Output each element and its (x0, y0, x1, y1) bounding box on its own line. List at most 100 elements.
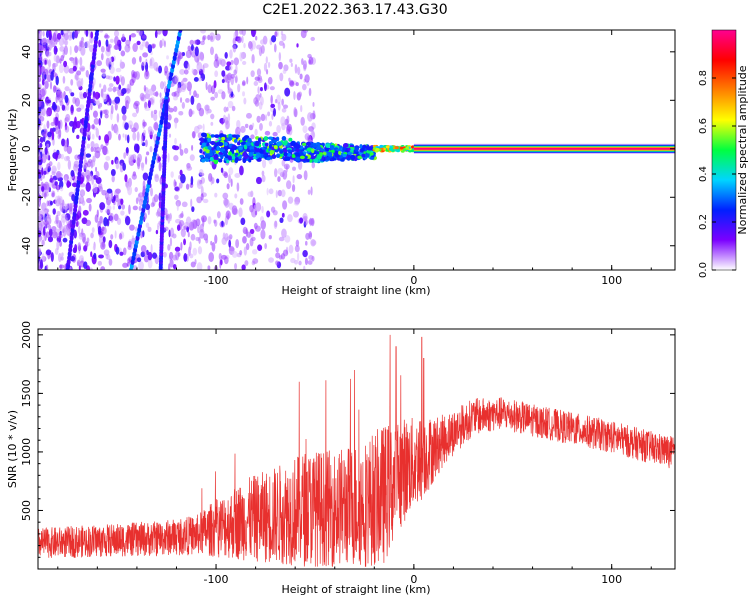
heatmap-cell (242, 136, 247, 142)
heatmap-cell (69, 45, 72, 56)
heatmap-cell (92, 77, 96, 86)
heatmap-cell (105, 155, 111, 161)
heatmap-cell (70, 170, 75, 177)
heatmap-cell (46, 99, 52, 104)
heatmap-cell (223, 141, 229, 147)
spectrogram-panel: -100 0 100 -40 -20 0 20 40 Height of straight … (6, 29, 676, 297)
heatmap-cell (85, 182, 91, 192)
heatmap-cell (105, 208, 111, 214)
heatmap-cell (105, 75, 111, 80)
heatmap-cell (185, 183, 190, 190)
heatmap-cell (180, 173, 186, 184)
heatmap-cell (91, 124, 95, 130)
heatmap-cell (110, 168, 116, 177)
heatmap-cell (64, 86, 70, 92)
heatmap-cell (216, 145, 220, 151)
heatmap-cell (306, 147, 313, 152)
colorbar: 0.0 0.2 0.4 0.6 0.8 Normalized spectral ampl… (698, 29, 749, 278)
heatmap-cell (128, 204, 131, 215)
heatmap-cell (264, 130, 271, 136)
heatmap-cell (128, 34, 132, 42)
heatmap-cell (150, 202, 155, 208)
heatmap-cell (350, 154, 356, 160)
heatmap-cell (126, 102, 129, 110)
heatmap-cell (234, 172, 241, 178)
heatmap-cell (72, 65, 77, 72)
heatmap-cell (44, 147, 48, 155)
heatmap-cell (90, 103, 93, 111)
heatmap-cell (81, 164, 88, 169)
heatmap-cell (228, 65, 233, 71)
heatmap-cell (399, 146, 404, 150)
heatmap-cell (101, 71, 107, 77)
heatmap-cell (75, 72, 79, 81)
heatmap-cell (49, 200, 53, 206)
heatmap-cell (192, 247, 198, 256)
spectrogram-x-axis: -100 0 100 (57, 30, 652, 287)
heatmap-cell (159, 162, 162, 169)
heatmap-cell (282, 141, 288, 146)
heatmap-cell (246, 243, 250, 251)
heatmap-cell (58, 264, 65, 269)
heatmap-cell (73, 229, 77, 239)
heatmap-cell (90, 146, 94, 152)
heatmap-cell (104, 113, 109, 119)
heatmap-cell (297, 66, 301, 76)
heatmap-cell (74, 56, 78, 66)
heatmap-cell (39, 115, 45, 122)
heatmap-cell (121, 204, 125, 210)
heatmap-cell (268, 120, 273, 127)
heatmap-cell (109, 65, 115, 74)
heatmap-cell (194, 53, 200, 63)
heatmap-cell (136, 131, 140, 142)
heatmap-cell (189, 253, 194, 259)
x-tick-label: -100 (204, 573, 229, 586)
heatmap-cell (99, 202, 106, 211)
heatmap-cell (41, 153, 47, 164)
heatmap-cell (94, 91, 100, 100)
heatmap-cell (314, 151, 320, 155)
heatmap-cell (50, 121, 56, 127)
heatmap-cell (59, 202, 64, 213)
heatmap-cell (102, 84, 107, 93)
heatmap-cell (283, 163, 290, 170)
heatmap-cell (69, 202, 75, 208)
heatmap-cell (92, 146, 97, 153)
heatmap-cell (263, 136, 268, 141)
heatmap-cell (181, 101, 185, 109)
heatmap-cell (173, 76, 178, 85)
heatmap-cell (231, 251, 238, 258)
heatmap-cell (63, 144, 68, 152)
heatmap-cell (124, 134, 128, 141)
heatmap-cell (68, 88, 72, 94)
heatmap-cell (62, 75, 66, 84)
heatmap-cell (302, 30, 309, 33)
heatmap-cell (292, 175, 295, 184)
heatmap-cell (245, 227, 248, 237)
heatmap-cell (55, 153, 58, 161)
heatmap-cell (110, 234, 114, 240)
heatmap-cell (244, 123, 249, 129)
heatmap-cell (120, 76, 125, 86)
heatmap-cell (227, 113, 231, 123)
heatmap-cell (362, 144, 367, 149)
heatmap-cell (157, 156, 162, 162)
heatmap-cell (52, 208, 56, 215)
heatmap-cell (308, 231, 313, 240)
heatmap-cell (209, 46, 215, 56)
heatmap-cell (198, 168, 204, 176)
heatmap-cell (271, 154, 277, 159)
heatmap-cell (178, 111, 184, 116)
heatmap-cell (191, 219, 197, 229)
heatmap-cell (56, 220, 63, 229)
heatmap-cell (234, 157, 239, 161)
heatmap-cell (354, 147, 359, 152)
heatmap-cell (45, 231, 50, 238)
heatmap-cell (243, 145, 248, 150)
heatmap-cell (286, 180, 292, 190)
heatmap-cell (203, 132, 207, 138)
heatmap-cell (255, 202, 262, 212)
heatmap-cell (307, 112, 313, 122)
heatmap-cell (183, 238, 186, 246)
heatmap-cell (268, 188, 274, 195)
